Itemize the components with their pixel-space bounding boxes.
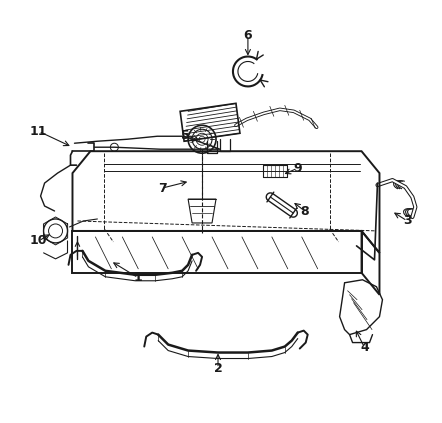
- Text: 1: 1: [134, 271, 143, 284]
- Text: 6: 6: [244, 29, 252, 42]
- Text: 10: 10: [30, 234, 47, 247]
- Text: 11: 11: [30, 125, 47, 138]
- Text: 8: 8: [301, 204, 309, 217]
- Text: 4: 4: [360, 341, 369, 354]
- Text: 2: 2: [213, 362, 222, 375]
- Text: 9: 9: [293, 162, 302, 175]
- Text: 3: 3: [403, 214, 412, 228]
- Text: 5: 5: [181, 129, 190, 142]
- Text: 7: 7: [158, 181, 167, 195]
